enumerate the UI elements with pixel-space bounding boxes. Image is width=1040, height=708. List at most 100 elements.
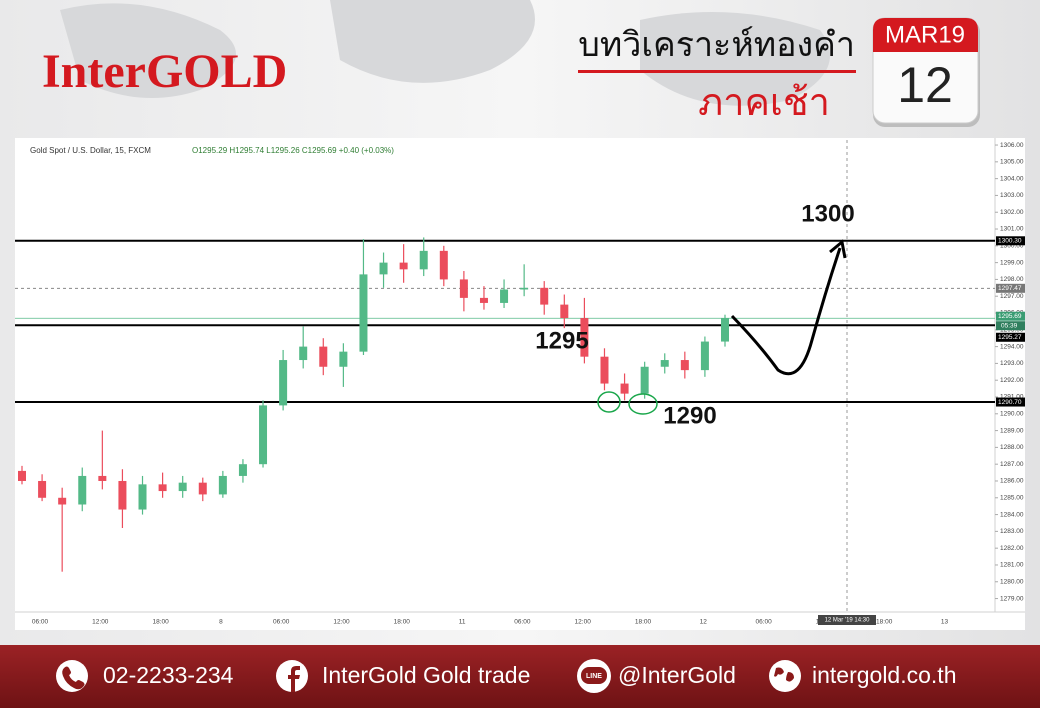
calendar-month: MAR19 (885, 21, 965, 48)
y-tick-label: 1285.00 (1000, 494, 1024, 501)
title-underline (578, 70, 856, 73)
ohlc: O1295.29 H1295.74 L1295.26 C1295.69 +0.4… (192, 146, 394, 155)
y-tick-label: 1290.00 (1000, 411, 1024, 418)
candle-body (118, 480, 127, 510)
candle-body (178, 482, 187, 492)
level-tag-label: 1295.27 (998, 334, 1022, 341)
x-tick-label: 12:00 (333, 619, 350, 626)
candle-body (198, 482, 207, 495)
x-tick-label: 12:00 (92, 619, 109, 626)
x-tick-label: 06:00 (514, 619, 531, 626)
dashed-level-tag (996, 283, 1025, 293)
candle-body (18, 470, 26, 481)
level-tag (996, 332, 1025, 342)
y-tick-label: 1297.00 (1000, 293, 1024, 300)
candle-body (238, 464, 247, 476)
candle-body (279, 360, 288, 406)
candle-body (38, 480, 47, 498)
website: intergold.co.th (812, 662, 956, 688)
candle-body (580, 318, 589, 357)
candle-body (299, 346, 308, 361)
y-tick-label: 1303.00 (1000, 192, 1024, 199)
candle-body (640, 366, 649, 394)
candle-body (660, 360, 669, 367)
x-tick-label: 18:00 (152, 619, 169, 626)
candle-body (520, 287, 529, 290)
y-tick-label: 1280.00 (1000, 578, 1024, 585)
x-tick-label: 13 (941, 619, 949, 626)
candle-body (78, 475, 87, 505)
calendar-day: 12 (897, 57, 953, 113)
y-tick-label: 1305.00 (1000, 159, 1024, 166)
y-tick-label: 1284.00 (1000, 511, 1024, 518)
y-tick-label: 1283.00 (1000, 528, 1024, 535)
annotation: 1295 (535, 327, 588, 354)
y-tick-label: 1299.00 (1000, 259, 1024, 266)
annotation: 1290 (663, 402, 716, 429)
x-tick-label: 06:00 (755, 619, 772, 626)
support-circle (597, 391, 621, 413)
title: บทวิเคราะห์ทองคำ (578, 26, 855, 64)
line-id: @InterGold (618, 662, 736, 688)
last-price-tag-label: 1295.69 (998, 313, 1022, 320)
countdown: 05:39 (1001, 322, 1018, 329)
candle-body (138, 484, 147, 510)
dashed-level-tag-label: 1297.47 (998, 285, 1022, 292)
y-tick-label: 1289.00 (1000, 427, 1024, 434)
x-tick-label: 12:00 (575, 619, 592, 626)
y-tick-label: 1301.00 (1000, 226, 1024, 233)
y-tick-label: 1282.00 (1000, 545, 1024, 552)
y-tick-label: 1300.00 (1000, 243, 1024, 250)
support-circle (628, 393, 658, 415)
forecast-arrow (730, 239, 847, 376)
candle-body (439, 250, 448, 280)
footer: LINE 02-2233-234 InterGold Gold trade @I… (0, 645, 1040, 708)
x-tick-label: 11 (459, 619, 466, 626)
level-tag (996, 236, 1025, 246)
y-tick-label: 1293.00 (1000, 360, 1024, 367)
calendar: MAR19 12 (872, 17, 980, 127)
annotation: 1300 (801, 200, 854, 227)
candle-body (540, 287, 549, 305)
candle-body (359, 274, 368, 352)
y-tick-label: 1291.00 (1000, 394, 1024, 401)
y-tick-label: 1304.00 (1000, 175, 1024, 182)
candle-body (319, 346, 328, 367)
crosshair-label: 12 Mar '19 14:30 (825, 618, 871, 624)
x-tick-label: 06:00 (32, 619, 49, 626)
candle-body (218, 475, 227, 495)
candle-body (399, 262, 408, 270)
candle-body (600, 356, 609, 384)
candle-body (620, 383, 629, 394)
y-tick-label: 1279.00 (1000, 595, 1024, 602)
y-tick-label: 1288.00 (1000, 444, 1024, 451)
candle-body (459, 279, 468, 298)
x-tick-label: 12 (700, 619, 708, 626)
level-tag (996, 397, 1025, 407)
x-tick-label: 8 (219, 619, 223, 626)
candle-body (700, 341, 709, 371)
candle-body (721, 318, 729, 342)
candle-body (500, 289, 509, 303)
facebook: InterGold Gold trade (322, 662, 530, 688)
candle-body (58, 497, 67, 505)
logo: InterGOLD (42, 45, 287, 98)
candle-body (680, 360, 689, 371)
x-tick-label: 18:00 (635, 619, 652, 626)
y-tick-label: 1286.00 (1000, 478, 1024, 485)
y-tick-label: 1292.00 (1000, 377, 1024, 384)
candle-body (419, 250, 428, 270)
candle-body (98, 475, 107, 481)
x-tick-label: 18:00 (876, 619, 893, 626)
y-tick-label: 1294.00 (1000, 343, 1024, 350)
phone: 02-2233-234 (103, 662, 234, 688)
candle-body (560, 304, 569, 319)
level-tag-label: 1300.30 (998, 238, 1022, 245)
countdown-tag (996, 321, 1025, 331)
x-tick-label: 06:00 (273, 619, 290, 626)
y-tick-label: 1302.00 (1000, 209, 1024, 216)
y-tick-label: 1306.00 (1000, 142, 1024, 149)
plot: 1279.00 1280.00 1281.00 1282.00 1283.00 1284.… (15, 142, 1025, 626)
candle-body (339, 351, 348, 367)
